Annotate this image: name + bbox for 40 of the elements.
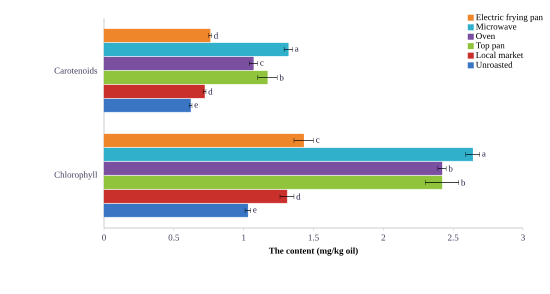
legend-label: Oven	[476, 33, 496, 40]
data-label: a	[295, 47, 299, 52]
bar	[104, 98, 191, 112]
data-label: c	[260, 61, 264, 66]
data-label: b	[448, 165, 453, 172]
bar	[104, 190, 288, 204]
bar	[104, 42, 289, 56]
bar	[104, 148, 473, 162]
data-label: d	[208, 88, 213, 95]
legend-label: Top pan	[476, 42, 505, 50]
bar	[104, 70, 268, 84]
data-label: c	[316, 138, 320, 143]
x-axis-title: The content (mg/kg oil)	[268, 247, 358, 256]
y-tick-label: Carotenoids	[54, 67, 98, 74]
data-label: e	[253, 208, 257, 213]
x-tick-label: 1	[242, 234, 246, 240]
data-label: d	[296, 193, 301, 200]
x-tick-label: 2.5	[448, 234, 458, 241]
legend-label: Local market	[476, 52, 524, 58]
bar	[104, 56, 254, 70]
x-tick-label: 1.5	[308, 234, 319, 241]
y-tick-label: Chlorophyll	[54, 171, 98, 180]
bar	[104, 176, 442, 190]
legend-label: Microwave	[476, 24, 516, 30]
data-label: d	[214, 32, 218, 39]
bar	[104, 204, 248, 218]
data-label: b	[279, 74, 284, 81]
bar	[104, 28, 210, 42]
bar	[104, 84, 205, 98]
legend-label: Electric frying pan	[476, 14, 543, 22]
x-tick-label: 2	[381, 234, 386, 240]
data-label: e	[194, 103, 198, 108]
data-label: b	[460, 179, 466, 186]
legend-label: Unroasted	[476, 62, 512, 68]
bar	[104, 134, 304, 148]
x-tick-label: 0.5	[168, 234, 180, 241]
data-label: a	[482, 152, 486, 157]
x-tick-label: 3	[521, 234, 525, 241]
bar	[104, 162, 442, 176]
x-tick-label: 0	[102, 234, 106, 241]
